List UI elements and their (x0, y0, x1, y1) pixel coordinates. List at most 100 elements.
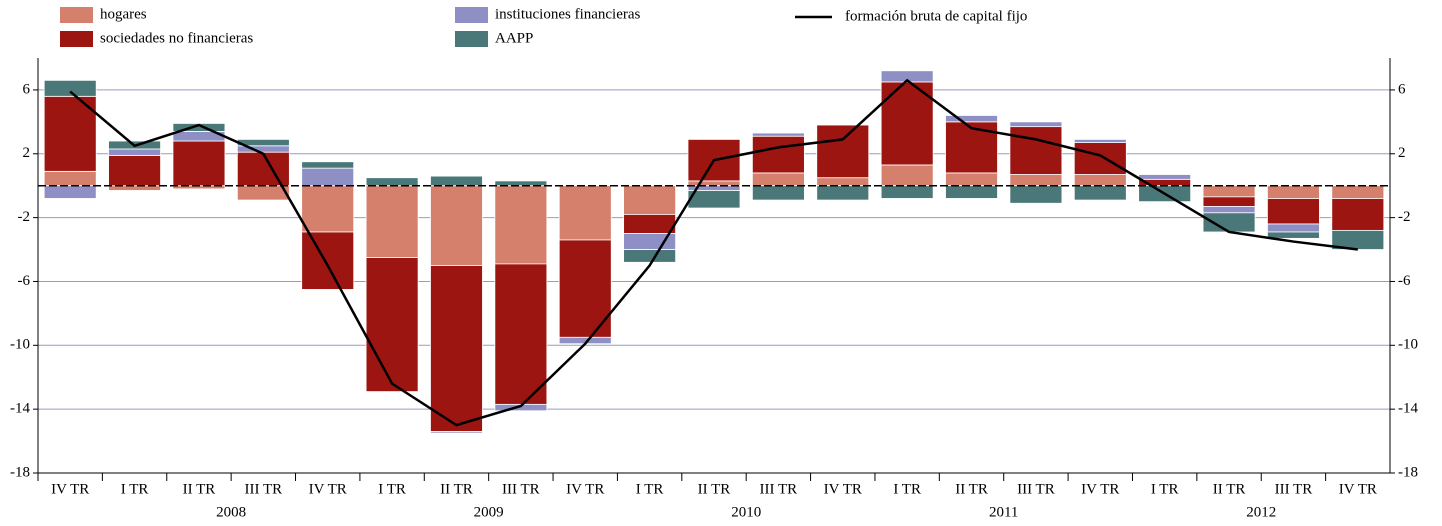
x-tick-label: IV TR (824, 481, 862, 497)
bar-segment (1073, 174, 1127, 187)
bar-segment (43, 79, 97, 97)
x-group-label: 2011 (989, 504, 1018, 520)
bar-segment (43, 170, 97, 187)
bar-segment (1267, 231, 1320, 239)
x-tick-label: IV TR (566, 481, 604, 497)
y-tick-label: -14 (10, 401, 30, 417)
legend-swatch (455, 31, 488, 47)
bar-segment (301, 185, 355, 233)
y-tick-label: -6 (18, 273, 31, 289)
bar-segment (43, 185, 97, 199)
x-tick-label: II TR (955, 481, 988, 497)
x-tick-label: III TR (760, 481, 798, 497)
bar-segment (43, 95, 97, 172)
bar-segment (1009, 174, 1063, 187)
bar-segment (1267, 223, 1320, 233)
legend-label: formación bruta de capital fijo (845, 8, 1027, 24)
bar-segment (1267, 198, 1320, 225)
bar-segment (1202, 206, 1256, 214)
y-tick-label: 2 (23, 145, 31, 161)
y-tick-label: -18 (10, 464, 30, 480)
x-tick-label: I TR (1151, 481, 1179, 497)
bar-segment (623, 185, 677, 215)
y2-tick-label: -6 (1398, 273, 1411, 289)
y2-tick-label: -10 (1398, 337, 1418, 353)
y-tick-label: -10 (10, 337, 30, 353)
x-tick-label: III TR (1275, 481, 1313, 497)
y2-tick-label: -14 (1398, 401, 1418, 417)
bar-segment (880, 164, 934, 187)
y2-tick-label: 6 (1398, 81, 1406, 97)
bar-segment (751, 185, 805, 201)
bar-segment (301, 167, 355, 187)
bar-segment (1009, 121, 1063, 128)
legend-label: sociedades no financieras (100, 30, 253, 46)
y-tick-label: -2 (18, 209, 31, 225)
bar-segment (494, 185, 548, 265)
bar-segment (1009, 185, 1063, 204)
x-tick-label: II TR (698, 481, 731, 497)
bar-segment (558, 185, 612, 241)
bar-segment (751, 172, 805, 187)
bar-segment (816, 185, 870, 201)
x-tick-label: II TR (183, 481, 216, 497)
legend-label: instituciones financieras (495, 6, 641, 22)
bar-segment (430, 265, 483, 432)
bar-segment (430, 175, 483, 187)
bar-segment (365, 257, 419, 392)
y2-tick-label: -18 (1398, 464, 1418, 480)
legend-label: AAPP (495, 30, 533, 46)
bar-segment (1202, 196, 1256, 207)
bar-segment (430, 431, 483, 434)
bar-segment (1073, 185, 1127, 201)
x-tick-label: I TR (378, 481, 406, 497)
x-group-label: 2009 (474, 504, 504, 520)
legend-swatch (60, 7, 93, 23)
bar-segment (365, 185, 419, 258)
x-group-label: 2008 (216, 504, 246, 520)
bar-segment (1009, 126, 1063, 175)
bar-segment (108, 154, 161, 187)
bar-segment (172, 140, 226, 187)
bar-segment (687, 190, 741, 209)
bar-segment (172, 123, 226, 132)
bar-segment (1267, 185, 1320, 199)
bar-segment (1331, 185, 1385, 199)
bar-segment (623, 214, 677, 234)
x-tick-label: II TR (1213, 481, 1246, 497)
x-tick-label: III TR (245, 481, 283, 497)
bar-segment (301, 231, 355, 290)
bar-segment (945, 185, 998, 199)
bar-segment (816, 177, 870, 187)
bar-segment (945, 172, 998, 187)
x-tick-label: I TR (893, 481, 921, 497)
legend-label: hogares (100, 6, 147, 22)
bar-segment (816, 124, 870, 179)
bar-segment (945, 115, 998, 123)
line-series (69, 78, 1358, 427)
x-tick-label: I TR (636, 481, 664, 497)
x-group-label: 2010 (731, 504, 761, 520)
bar-segment (751, 132, 805, 137)
x-tick-label: I TR (121, 481, 149, 497)
bar-segment (1202, 185, 1256, 198)
bar-segment (494, 180, 548, 187)
bar-segment (430, 185, 483, 266)
bar-segment (301, 161, 355, 169)
y2-tick-label: 2 (1398, 145, 1406, 161)
x-tick-label: IV TR (309, 481, 347, 497)
bar-segment (494, 263, 548, 405)
x-group-label: 2012 (1246, 504, 1276, 520)
bar-segment (751, 135, 805, 174)
bar-segment (623, 249, 677, 263)
bar-segment (1138, 174, 1192, 180)
x-tick-label: III TR (1017, 481, 1055, 497)
bar-segment (880, 185, 934, 199)
x-tick-label: IV TR (51, 481, 89, 497)
bar-segment (365, 177, 419, 187)
bar-segment (945, 121, 998, 174)
bar-segment (1073, 139, 1127, 143)
x-tick-label: IV TR (1081, 481, 1119, 497)
x-tick-label: IV TR (1339, 481, 1377, 497)
